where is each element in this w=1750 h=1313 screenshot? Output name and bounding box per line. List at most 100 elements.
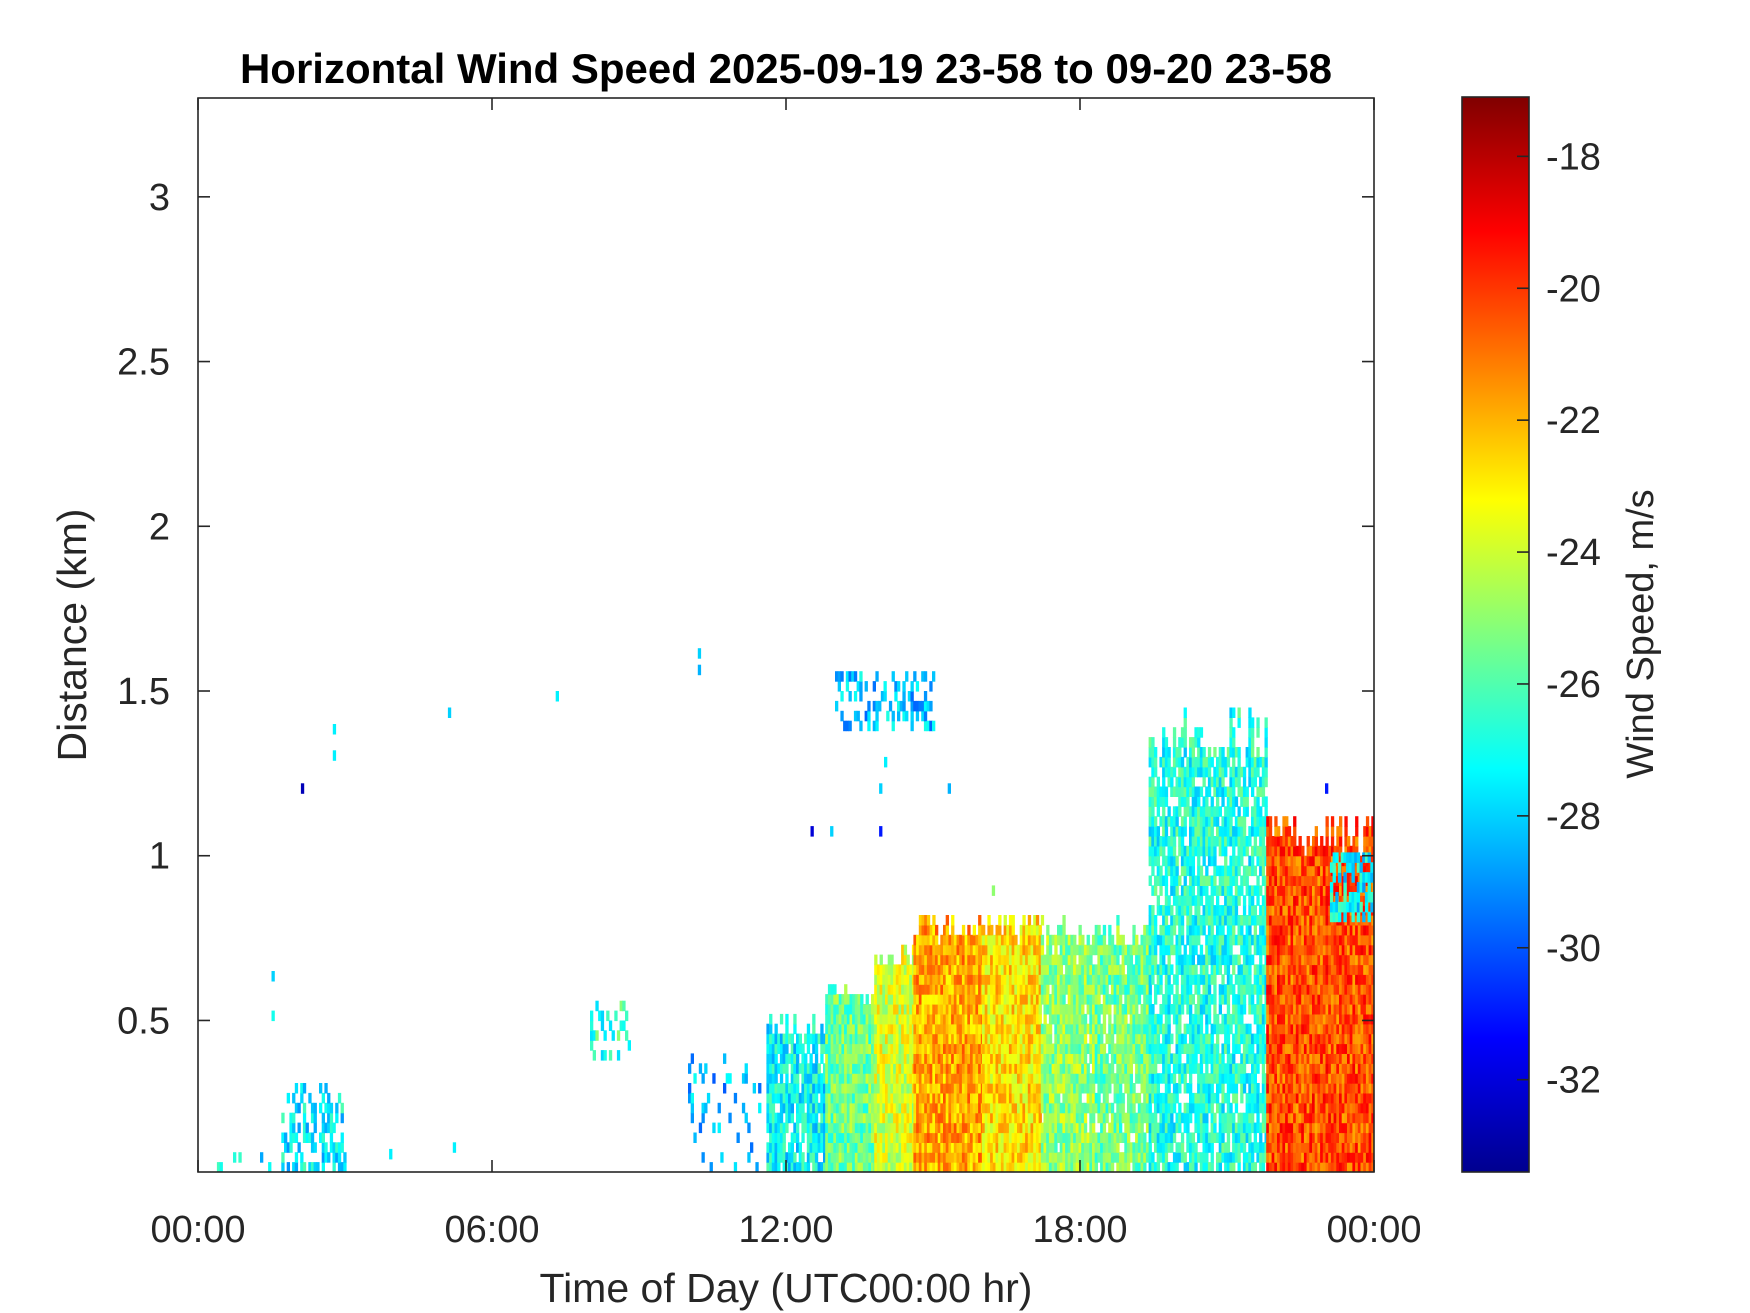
heatmap-cell: [329, 1132, 334, 1143]
heatmap-cell: [903, 1063, 908, 1074]
heatmap-cell: [337, 1162, 342, 1172]
heatmap-cell: [798, 1092, 802, 1104]
heatmap-cell: [1279, 984, 1283, 995]
heatmap-cell: [1162, 816, 1166, 827]
heatmap-cell: [865, 1063, 869, 1074]
heatmap-cell: [1054, 964, 1058, 975]
heatmap-cell: [1030, 1043, 1034, 1054]
heatmap-cell: [1148, 816, 1152, 827]
heatmap-cell: [1264, 1102, 1268, 1114]
heatmap-cell: [943, 1033, 947, 1045]
heatmap-cell: [1186, 756, 1190, 768]
heatmap-cell: [1253, 934, 1257, 946]
heatmap-cell: [1186, 954, 1190, 966]
heatmap-cell: [1070, 1053, 1074, 1064]
heatmap-cell: [1119, 1023, 1123, 1035]
heatmap-cell: [865, 1142, 869, 1153]
heatmap-cell: [1097, 1053, 1101, 1064]
heatmap-cell: [1008, 1073, 1013, 1084]
heatmap-cell: [1132, 1102, 1136, 1114]
heatmap-cell: [1277, 1073, 1281, 1084]
heatmap-cell: [1089, 1043, 1093, 1054]
heatmap-cell: [814, 1132, 819, 1143]
heatmap-cell: [945, 1162, 949, 1172]
heatmap-cell: [1035, 1023, 1040, 1035]
heatmap-cell: [1240, 915, 1244, 926]
heatmap-cell: [987, 1132, 991, 1143]
heatmap-cell: [1092, 1122, 1096, 1134]
heatmap-cell: [951, 974, 955, 985]
heatmap-cell: [984, 1162, 988, 1172]
heatmap-cell: [1151, 1004, 1155, 1015]
heatmap-cell: [1035, 974, 1040, 985]
heatmap-cell: [1017, 1083, 1021, 1094]
heatmap-cell: [1189, 806, 1193, 817]
heatmap-cell: [984, 1053, 988, 1064]
heatmap-cell: [926, 1152, 931, 1163]
heatmap-cell: [1221, 1092, 1225, 1104]
heatmap-cell: [951, 1102, 955, 1114]
heatmap-cell: [806, 1092, 811, 1104]
heatmap-cell: [774, 1162, 778, 1172]
heatmap-cell: [1137, 1142, 1142, 1153]
heatmap-cell: [1224, 1033, 1228, 1045]
heatmap-cell: [1189, 737, 1193, 748]
heatmap-cell: [961, 1092, 966, 1104]
heatmap-cell: [1205, 865, 1209, 877]
heatmap-cell: [1070, 1102, 1074, 1114]
heatmap-cell: [1248, 855, 1252, 867]
heatmap-cell: [1197, 885, 1201, 896]
heatmap-cell: [1143, 1112, 1147, 1124]
heatmap-cell: [1259, 1023, 1263, 1035]
heatmap-cell: [1245, 984, 1249, 995]
heatmap-cell: [890, 1102, 894, 1114]
heatmap-cell: [238, 1152, 242, 1163]
heatmap-cell: [854, 1033, 859, 1045]
heatmap-cell: [890, 1112, 894, 1124]
heatmap-cell: [1078, 1043, 1082, 1054]
heatmap-cell: [1183, 717, 1187, 728]
heatmap-cell: [827, 1043, 832, 1054]
heatmap-cell: [1124, 1122, 1128, 1134]
heatmap-cell: [1170, 1073, 1174, 1084]
heatmap-cell: [1194, 934, 1198, 946]
heatmap-cell: [1017, 1162, 1021, 1172]
heatmap-cell: [1040, 1023, 1045, 1035]
heatmap-cell: [1140, 974, 1144, 985]
heatmap-cell: [1245, 1023, 1249, 1035]
heatmap-cell: [1234, 1102, 1239, 1114]
heatmap-cell: [945, 974, 949, 985]
heatmap-cell: [943, 1013, 947, 1025]
heatmap-cell: [1256, 944, 1260, 956]
heatmap-cell: [992, 1152, 997, 1163]
heatmap-cell: [846, 1063, 851, 1074]
heatmap-cell: [935, 964, 939, 975]
heatmap-cell: [1025, 994, 1029, 1005]
heatmap-cell: [1256, 974, 1260, 985]
heatmap-cell: [953, 1043, 958, 1054]
heatmap-cell: [898, 984, 902, 995]
heatmap-cell: [1119, 984, 1123, 995]
heatmap-cell: [1100, 1142, 1104, 1153]
heatmap-cell: [1108, 1152, 1112, 1163]
heatmap-cell: [1266, 905, 1270, 916]
heatmap-cell: [1172, 727, 1177, 738]
heatmap-cell: [1266, 915, 1270, 926]
heatmap-cell: [1054, 1033, 1058, 1045]
heatmap-cell: [1194, 1043, 1198, 1054]
heatmap-cell: [874, 1063, 878, 1074]
heatmap-cell: [1135, 954, 1139, 966]
heatmap-cell: [1221, 875, 1225, 886]
heatmap-cell: [1232, 1013, 1236, 1025]
heatmap-cell: [1030, 1152, 1034, 1163]
heatmap-cell: [1145, 1043, 1150, 1054]
heatmap-cell: [1175, 1112, 1179, 1124]
heatmap-cell: [1164, 836, 1169, 847]
heatmap-cell: [1248, 826, 1252, 837]
heatmap-cell: [827, 1033, 832, 1045]
heatmap-cell: [1242, 816, 1247, 827]
heatmap-cell: [1226, 796, 1231, 807]
heatmap-cell: [1108, 1142, 1112, 1153]
heatmap-cell: [1189, 905, 1193, 916]
heatmap-cell: [972, 984, 976, 995]
